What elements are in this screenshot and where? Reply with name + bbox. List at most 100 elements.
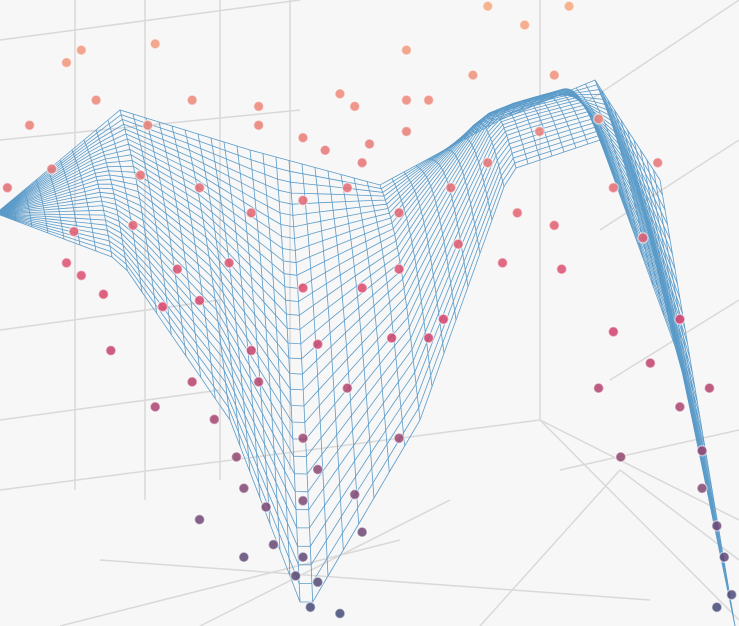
mesh-line [0,90,676,270]
point [725,588,738,601]
point [400,94,413,106]
point [312,463,324,476]
point [674,313,686,326]
mesh-line [0,135,733,612]
mesh-line [0,88,688,344]
point [334,88,346,100]
point [149,38,161,50]
point [60,56,73,69]
point [400,44,413,56]
mesh-line [0,111,718,522]
point [297,432,309,444]
point [245,344,258,357]
surface-mesh [0,79,736,626]
point [703,382,716,394]
mesh-line [0,79,661,211]
point [481,0,494,13]
point [252,100,265,113]
mesh-line [236,145,271,525]
mesh-line [0,89,678,285]
point [393,207,405,219]
point [68,225,80,238]
mesh-line [0,139,736,626]
point [223,257,235,269]
mesh-line [0,88,691,359]
mesh-line [0,89,666,211]
point [312,338,324,351]
point [496,257,509,269]
point [356,157,368,169]
point [674,401,686,413]
point [422,332,435,344]
point [385,332,398,344]
point [592,382,605,394]
point [718,551,730,563]
mesh-line [0,94,703,433]
point [297,194,309,207]
point [518,19,531,31]
point [60,257,73,269]
mesh-line [327,170,360,525]
point [312,576,324,588]
point [142,119,154,131]
point [304,601,317,613]
mesh-line [0,107,716,508]
point [193,182,206,194]
mesh-line [0,90,696,389]
point [193,294,206,307]
point [127,219,139,232]
point [356,526,368,538]
point [341,382,354,394]
point [186,94,198,106]
point [555,263,568,275]
point [149,401,161,413]
point [696,482,708,495]
point [533,125,546,138]
point [105,344,117,357]
point [90,94,102,106]
point [467,69,479,81]
point [252,376,265,388]
point [711,601,723,613]
point [437,313,450,326]
point [445,182,457,194]
point [644,357,657,369]
point [208,413,221,426]
point [548,69,560,81]
mesh-line [0,126,728,582]
point [348,488,361,501]
point [356,282,368,294]
point [297,495,309,507]
mesh-line [353,177,390,473]
point [297,551,309,563]
mesh-line [0,104,713,493]
mesh-line [0,122,726,567]
point [156,300,169,313]
point [230,451,243,463]
point [334,607,346,620]
point [171,263,184,275]
mesh-line [0,96,706,448]
point [548,219,560,232]
point [267,538,280,551]
point [563,0,575,13]
mesh-line [0,92,673,255]
point [1,182,14,194]
point [186,376,198,388]
mesh-line [197,133,241,447]
point [607,326,620,338]
point [481,157,494,169]
point [45,163,58,175]
point [348,100,361,113]
point [422,94,435,106]
point [319,144,331,156]
point [607,182,620,194]
mesh-line [107,119,143,293]
mesh-line [0,91,698,404]
point [393,263,405,275]
point [651,157,664,169]
